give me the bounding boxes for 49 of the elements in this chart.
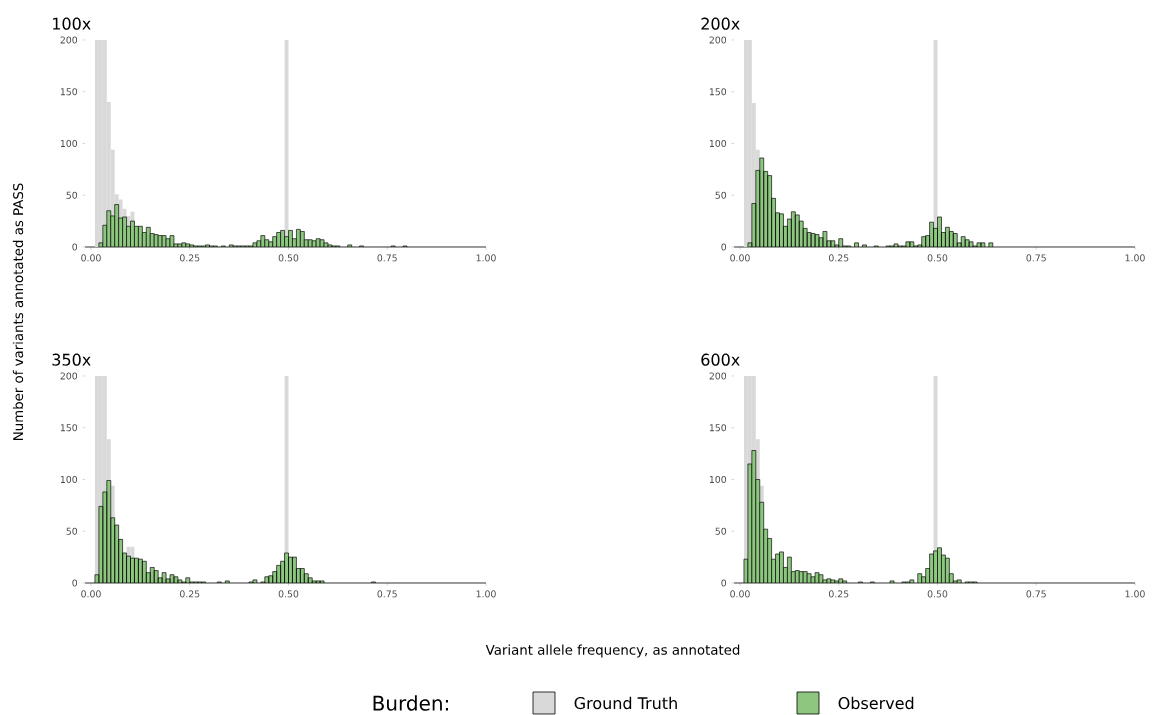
x-tick-label: 1.00: [1125, 590, 1145, 598]
y-tick-label: 200: [60, 372, 78, 380]
y-tick-label: 0: [721, 579, 727, 587]
y-tick-label: 100: [709, 139, 727, 147]
y-tick-label: 0: [72, 579, 78, 587]
x-tick-label: 0.75: [1026, 590, 1046, 598]
legend-label: Ground Truth: [574, 696, 677, 710]
x-tick-label: 1.00: [1125, 254, 1145, 262]
y-tick-label: 200: [709, 36, 727, 44]
x-axis-title: Variant allele frequency, as annotated: [485, 644, 740, 658]
x-tick-label: 0.50: [278, 254, 299, 262]
x-tick-label: 0.00: [81, 590, 101, 598]
x-tick-label: 0.75: [1026, 254, 1046, 262]
y-axis-title: Number of variants annotated as PASS: [12, 183, 24, 440]
x-tick-label: 0.75: [377, 254, 397, 262]
chart-title: 200x: [701, 17, 740, 30]
y-tick-label: 150: [709, 88, 727, 96]
y-tick-label: 150: [60, 424, 78, 432]
y-tick-label: 200: [709, 372, 727, 380]
x-tick-label: 0.50: [927, 590, 948, 598]
y-tick-label: 100: [709, 475, 727, 483]
legend-label: Observed: [838, 696, 914, 710]
y-tick-label: 100: [60, 139, 78, 147]
x-tick-label: 1.00: [476, 590, 496, 598]
y-tick-label: 50: [66, 527, 78, 535]
chart-title: 600x: [701, 353, 740, 366]
x-tick-label: 0.00: [730, 254, 750, 262]
x-tick-label: 0.25: [828, 254, 849, 262]
x-tick-label: 0.50: [278, 590, 299, 598]
y-tick-label: 150: [709, 424, 727, 432]
y-tick-label: 50: [715, 191, 727, 199]
legend-title: Burden:: [373, 695, 448, 711]
y-tick-label: 0: [721, 243, 727, 251]
x-tick-label: 0.25: [179, 590, 200, 598]
y-tick-label: 100: [60, 475, 78, 483]
x-tick-label: 0.75: [377, 590, 397, 598]
x-tick-label: 0.00: [730, 590, 750, 598]
x-tick-label: 0.00: [81, 254, 101, 262]
y-tick-label: 0: [72, 243, 78, 251]
x-tick-label: 0.25: [828, 590, 849, 598]
y-tick-label: 50: [715, 527, 727, 535]
chart-title: 350x: [52, 353, 91, 366]
y-tick-label: 150: [60, 88, 78, 96]
y-tick-label: 50: [66, 191, 78, 199]
chart-title: 100x: [53, 17, 91, 30]
y-tick-label: 200: [60, 36, 78, 44]
x-tick-label: 0.25: [179, 254, 200, 262]
x-tick-label: 0.50: [927, 254, 948, 262]
x-tick-label: 1.00: [476, 254, 496, 262]
